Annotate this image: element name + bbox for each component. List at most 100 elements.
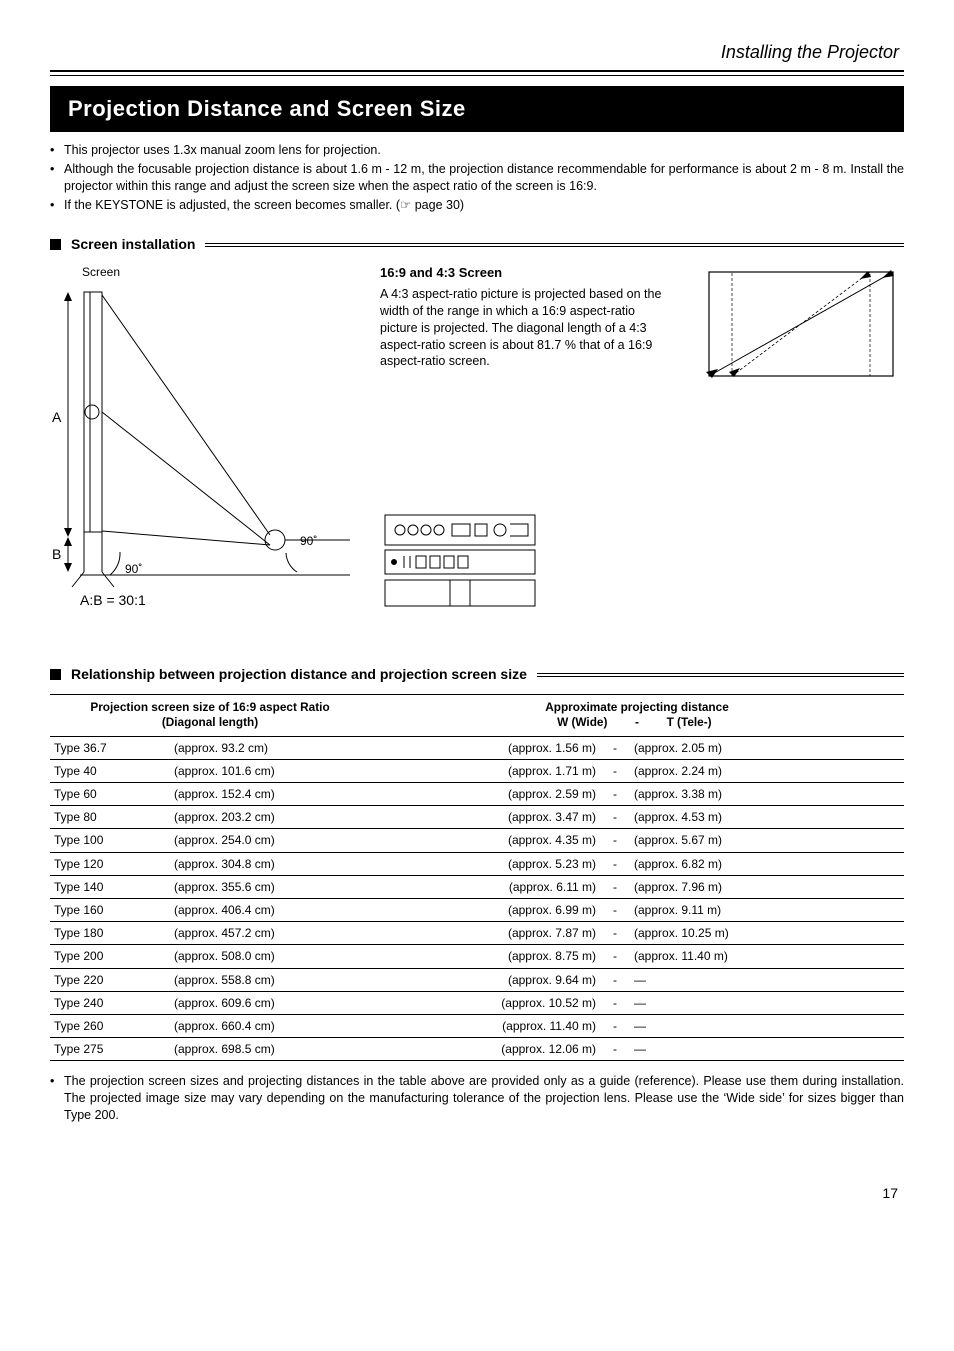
aspect-ratio-diagram	[704, 264, 904, 389]
table-row: Type 60(approx. 152.4 cm)(approx. 2.59 m…	[50, 783, 904, 806]
breadcrumb: Installing the Projector	[50, 40, 904, 64]
angle-90-left: 90˚	[125, 562, 142, 576]
cell-tele: (approx. 5.67 m)	[630, 829, 904, 852]
cell-tele: —	[630, 968, 904, 991]
cell-wide: (approx. 12.06 m)	[370, 1038, 600, 1061]
table-row: Type 240(approx. 609.6 cm)(approx. 10.52…	[50, 991, 904, 1014]
table-row: Type 40(approx. 101.6 cm)(approx. 1.71 m…	[50, 759, 904, 782]
cell-tele: (approx. 2.05 m)	[630, 736, 904, 759]
page-number: 17	[50, 1184, 904, 1203]
square-bullet-icon	[50, 239, 61, 250]
table-row: Type 220(approx. 558.8 cm)(approx. 9.64 …	[50, 968, 904, 991]
cell-wide: (approx. 10.52 m)	[370, 991, 600, 1014]
cell-diag: (approx. 355.6 cm)	[170, 875, 370, 898]
cell-type: Type 140	[50, 875, 170, 898]
cell-type: Type 36.7	[50, 736, 170, 759]
cell-diag: (approx. 101.6 cm)	[170, 759, 370, 782]
cell-dash: -	[600, 829, 630, 852]
cell-wide: (approx. 9.64 m)	[370, 968, 600, 991]
cell-dash: -	[600, 1014, 630, 1037]
cell-wide: (approx. 2.59 m)	[370, 783, 600, 806]
cell-dash: -	[600, 806, 630, 829]
projection-svg: A B 90˚ 90˚	[50, 287, 350, 607]
intro-bullet-list: This projector uses 1.3x manual zoom len…	[50, 142, 904, 214]
cell-type: Type 275	[50, 1038, 170, 1061]
table-row: Type 36.7(approx. 93.2 cm)(approx. 1.56 …	[50, 736, 904, 759]
cell-dash: -	[600, 922, 630, 945]
cell-wide: (approx. 11.40 m)	[370, 1014, 600, 1037]
angle-90-right: 90˚	[300, 534, 317, 548]
cell-diag: (approx. 304.8 cm)	[170, 852, 370, 875]
projection-diagram-left: Screen A B	[50, 264, 350, 611]
table-row: Type 120(approx. 304.8 cm)(approx. 5.23 …	[50, 852, 904, 875]
square-bullet-icon	[50, 669, 61, 680]
cell-tele: (approx. 7.96 m)	[630, 875, 904, 898]
cell-dash: -	[600, 1038, 630, 1061]
cell-wide: (approx. 1.71 m)	[370, 759, 600, 782]
sixteen-nine-body: A 4:3 aspect-ratio picture is projected …	[380, 286, 674, 370]
cell-type: Type 240	[50, 991, 170, 1014]
cell-type: Type 80	[50, 806, 170, 829]
cell-dash: -	[600, 759, 630, 782]
cell-diag: (approx. 254.0 cm)	[170, 829, 370, 852]
cell-diag: (approx. 93.2 cm)	[170, 736, 370, 759]
label-A: A	[52, 409, 62, 425]
cell-dash: -	[600, 875, 630, 898]
table-header-right: Approximate projecting distance W (Wide)…	[370, 695, 904, 737]
cell-dash: -	[600, 968, 630, 991]
subhead-label: Relationship between projection distance…	[71, 665, 527, 684]
cell-wide: (approx. 8.75 m)	[370, 945, 600, 968]
header-rule-thin	[50, 75, 904, 76]
subhead-relationship: Relationship between projection distance…	[50, 665, 904, 684]
cell-type: Type 40	[50, 759, 170, 782]
table-row: Type 275(approx. 698.5 cm)(approx. 12.06…	[50, 1038, 904, 1061]
cell-type: Type 180	[50, 922, 170, 945]
intro-bullet: Although the focusable projection distan…	[50, 161, 904, 195]
cell-dash: -	[600, 899, 630, 922]
intro-bullet: If the KEYSTONE is adjusted, the screen …	[50, 197, 904, 214]
cell-tele: (approx. 10.25 m)	[630, 922, 904, 945]
table-row: Type 160(approx. 406.4 cm)(approx. 6.99 …	[50, 899, 904, 922]
table-row: Type 100(approx. 254.0 cm)(approx. 4.35 …	[50, 829, 904, 852]
cell-type: Type 160	[50, 899, 170, 922]
cell-dash: -	[600, 783, 630, 806]
cell-wide: (approx. 5.23 m)	[370, 852, 600, 875]
cell-diag: (approx. 457.2 cm)	[170, 922, 370, 945]
table-header-left: Projection screen size of 16:9 aspect Ra…	[50, 695, 370, 737]
distance-table: Projection screen size of 16:9 aspect Ra…	[50, 694, 904, 1061]
cell-tele: —	[630, 1038, 904, 1061]
cell-type: Type 260	[50, 1014, 170, 1037]
sixteen-nine-description: 16:9 and 4:3 Screen A 4:3 aspect-ratio p…	[380, 264, 674, 615]
cell-diag: (approx. 698.5 cm)	[170, 1038, 370, 1061]
cell-tele: (approx. 9.11 m)	[630, 899, 904, 922]
cell-type: Type 200	[50, 945, 170, 968]
cell-diag: (approx. 203.2 cm)	[170, 806, 370, 829]
table-row: Type 180(approx. 457.2 cm)(approx. 7.87 …	[50, 922, 904, 945]
cell-diag: (approx. 508.0 cm)	[170, 945, 370, 968]
cell-diag: (approx. 558.8 cm)	[170, 968, 370, 991]
cell-wide: (approx. 1.56 m)	[370, 736, 600, 759]
cell-tele: (approx. 6.82 m)	[630, 852, 904, 875]
cell-tele: (approx. 4.53 m)	[630, 806, 904, 829]
table-row: Type 200(approx. 508.0 cm)(approx. 8.75 …	[50, 945, 904, 968]
cell-tele: —	[630, 1014, 904, 1037]
cell-diag: (approx. 152.4 cm)	[170, 783, 370, 806]
cell-wide: (approx. 3.47 m)	[370, 806, 600, 829]
ratio-label: A:B = 30:1	[80, 592, 146, 607]
table-row: Type 140(approx. 355.6 cm)(approx. 6.11 …	[50, 875, 904, 898]
cell-wide: (approx. 6.99 m)	[370, 899, 600, 922]
cell-wide: (approx. 4.35 m)	[370, 829, 600, 852]
subhead-label: Screen installation	[71, 235, 195, 254]
footnote: The projection screen sizes and projecti…	[50, 1073, 904, 1124]
cell-type: Type 220	[50, 968, 170, 991]
cell-type: Type 120	[50, 852, 170, 875]
sixteen-nine-title: 16:9 and 4:3 Screen	[380, 264, 674, 282]
header-rule-thick	[50, 70, 904, 72]
cell-tele: (approx. 3.38 m)	[630, 783, 904, 806]
cell-tele: (approx. 11.40 m)	[630, 945, 904, 968]
cell-dash: -	[600, 736, 630, 759]
subhead-screen-installation: Screen installation	[50, 235, 904, 254]
cell-diag: (approx. 660.4 cm)	[170, 1014, 370, 1037]
projector-body-svg	[380, 510, 540, 610]
screen-label: Screen	[82, 264, 350, 280]
